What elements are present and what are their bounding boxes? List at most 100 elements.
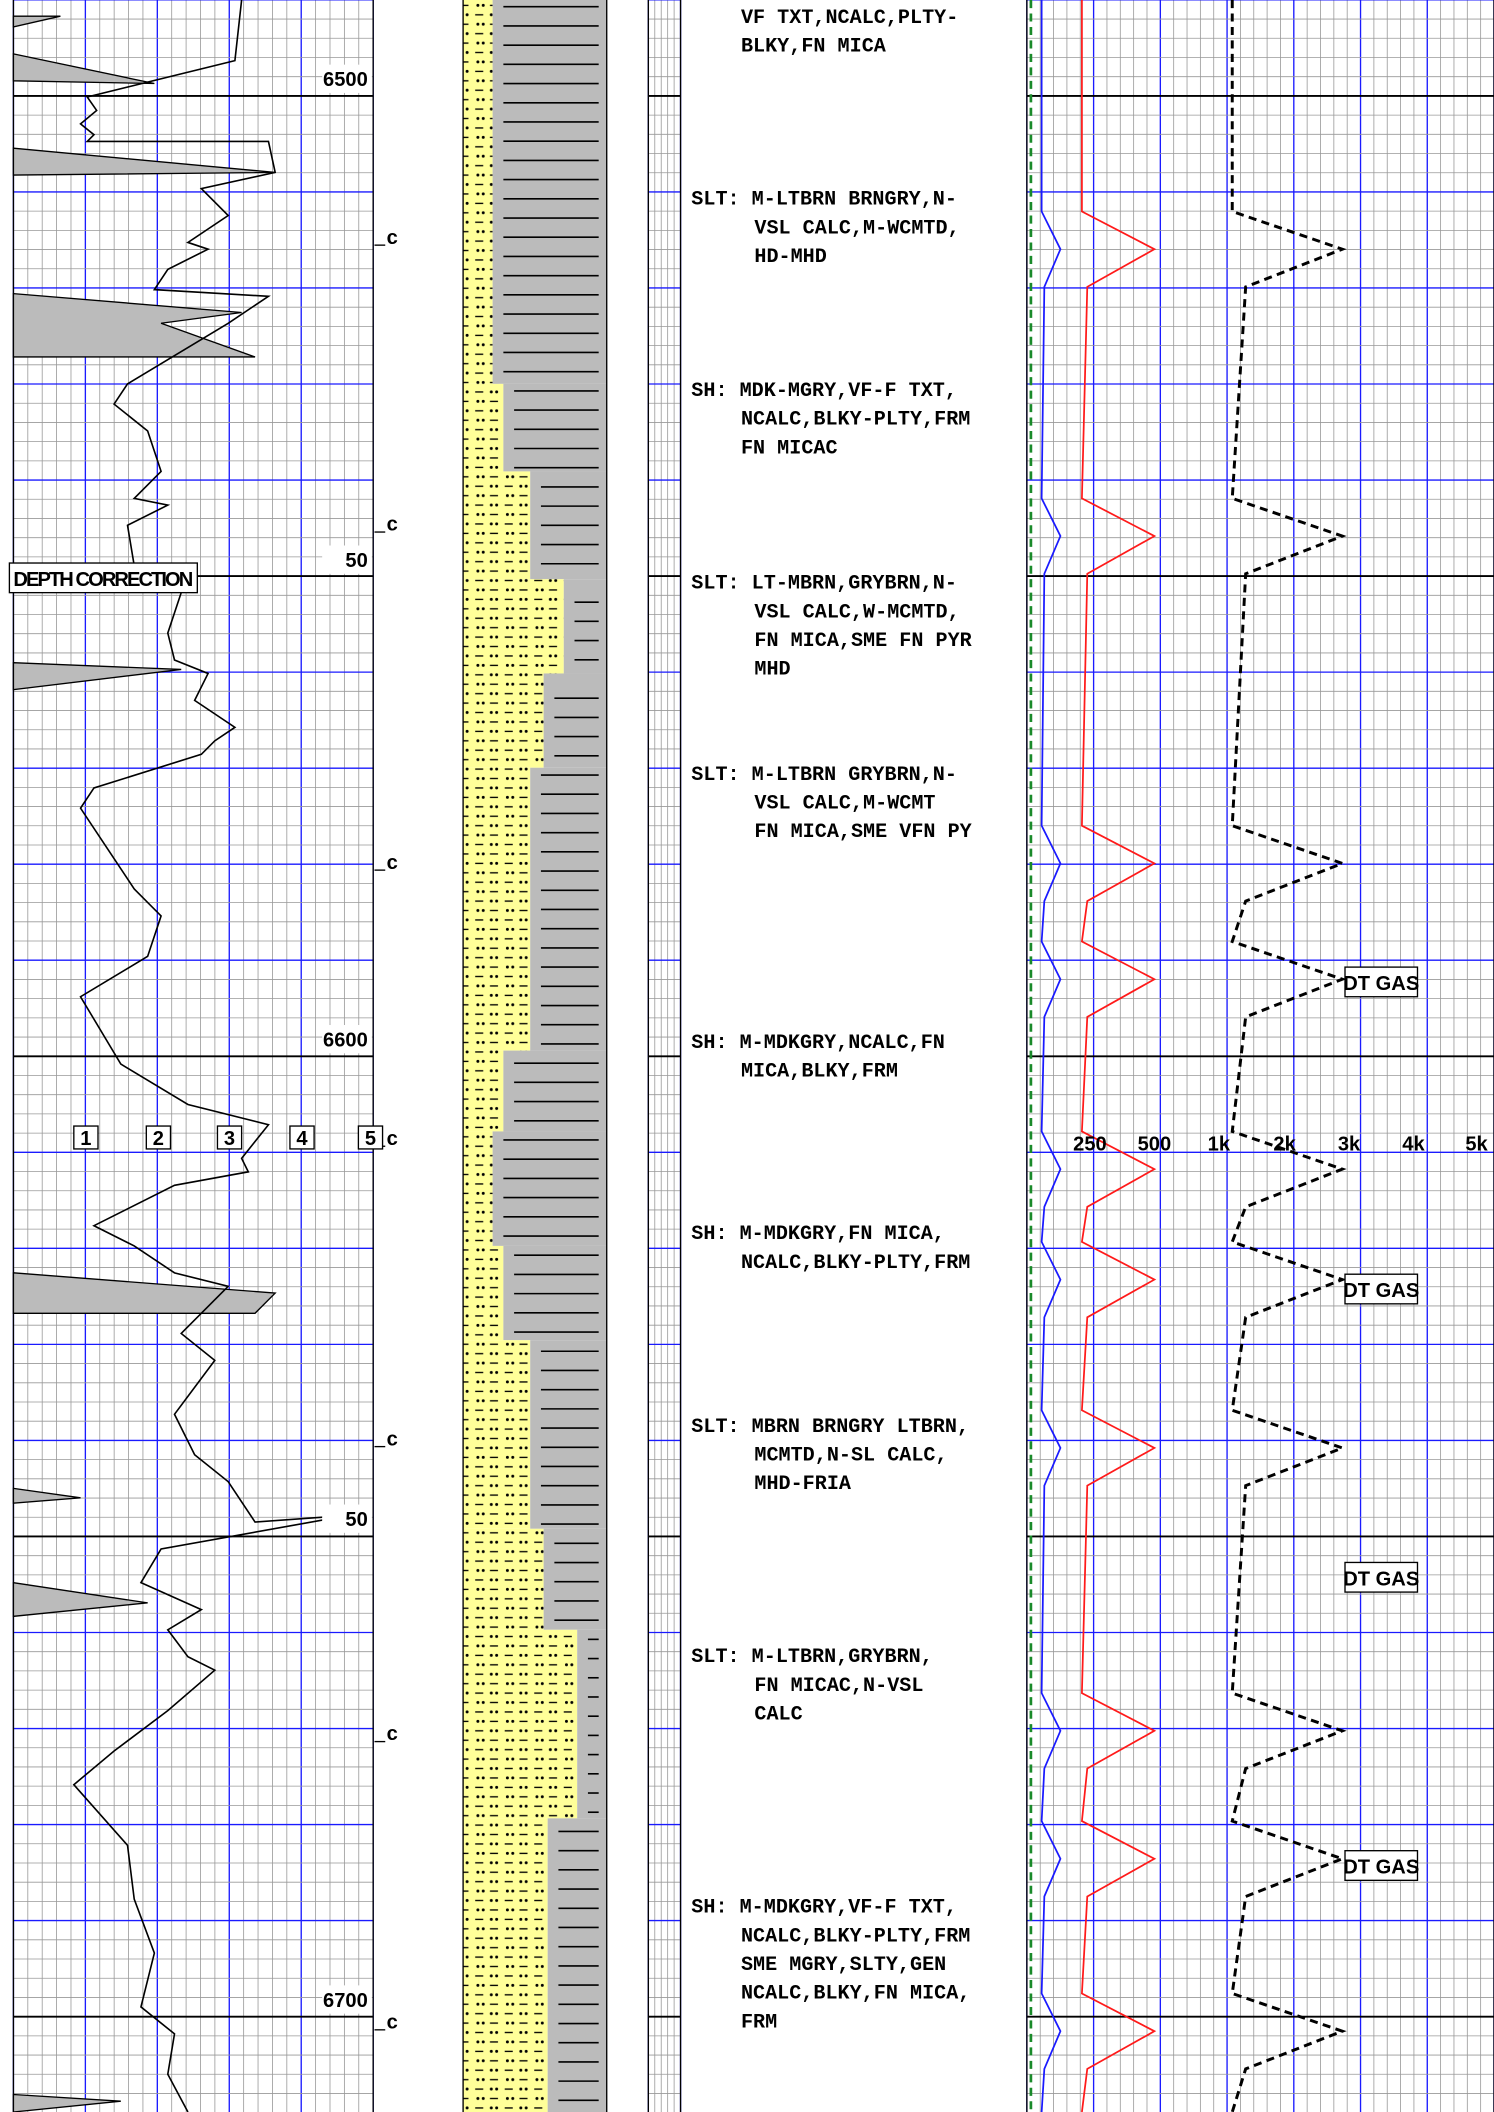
label-box <box>145 1125 172 1150</box>
gas-scale-label: 1k <box>1208 1133 1231 1155</box>
scale-label: 3 <box>224 1128 235 1150</box>
siltstone <box>463 1340 531 1529</box>
blue-curve <box>1040 0 1062 2112</box>
description-line: SH: M-MDKGRY,FN MICA, <box>691 1223 945 1246</box>
label-box <box>322 545 372 574</box>
siltstone <box>463 0 493 384</box>
label-box <box>216 1125 243 1150</box>
depth-label: 6700 <box>323 1990 368 2012</box>
description-line: SLT: MBRN BRNGRY LTBRN, <box>691 1416 969 1439</box>
description-line: NCALC,BLKY-PLTY,FRM <box>741 1925 970 1948</box>
gas-flag: DT GAS <box>1343 973 1419 995</box>
depth-label: 50 <box>345 1509 367 1531</box>
scale-label: 4 <box>296 1128 308 1150</box>
siltstone <box>463 1050 504 1132</box>
gas-flag: DT GAS <box>1343 1568 1419 1590</box>
siltstone <box>463 1528 544 1630</box>
label-box <box>289 1125 315 1150</box>
description-line: VSL CALC,M-WCMTD, <box>754 217 959 240</box>
description-line: SH: M-MDKGRY,NCALC,FN <box>691 1032 945 1055</box>
label-box <box>1344 1273 1419 1305</box>
scale-label: 1 <box>80 1128 91 1150</box>
description-line: FN MICAC <box>741 437 838 460</box>
core-marker: c <box>387 2011 398 2033</box>
description-line: SLT: M-LTBRN BRNGRY,N- <box>691 189 957 212</box>
shale <box>530 1340 607 1529</box>
scale-label: 5 <box>365 1128 376 1150</box>
siltstone <box>463 673 544 768</box>
description-line: VSL CALC,M-WCMT <box>754 793 935 816</box>
shale <box>492 0 607 384</box>
description-line: MHD-FRIA <box>754 1473 852 1496</box>
gas-scale-label: 3k <box>1338 1133 1361 1155</box>
depth-label: 6500 <box>323 69 368 91</box>
gray-fills <box>12 15 277 2112</box>
shale <box>492 1131 607 1246</box>
core-marker: c <box>387 1128 398 1150</box>
description-line: CALC <box>754 1703 802 1726</box>
siltstone <box>463 1131 493 1246</box>
description-line: MHD <box>754 659 790 682</box>
description-line: NCALC,BLKY-PLTY,FRM <box>741 1252 970 1275</box>
description-line: HD-MHD <box>754 246 826 269</box>
siltstone <box>463 1629 578 1819</box>
description-line: SLT: M-LTBRN,GRYBRN, <box>691 1646 933 1669</box>
red-curve <box>1080 0 1157 2112</box>
description-line: SLT: M-LTBRN GRYBRN,N- <box>691 764 957 787</box>
label-box <box>322 1504 372 1533</box>
gas-curve <box>1230 0 1347 2112</box>
shale <box>543 673 607 768</box>
label-box <box>73 1125 99 1150</box>
gas-scale-label: 4k <box>1402 1133 1425 1155</box>
scale-label: 2 <box>153 1128 164 1150</box>
lithology <box>462 0 608 2112</box>
description-line: NCALC,BLKY-PLTY,FRM <box>741 409 970 432</box>
depth-label: 50 <box>345 550 367 572</box>
gas-flag: DT GAS <box>1343 1280 1419 1302</box>
core-marker: c <box>387 514 398 536</box>
gas-scale-label: 250 <box>1073 1133 1107 1155</box>
description-line: SH: M-MDKGRY,VF-F TXT, <box>691 1897 957 1920</box>
track1-curve <box>72 0 350 2112</box>
shale <box>503 1050 607 1132</box>
gas-scale-label: 500 <box>1138 1133 1172 1155</box>
label-box <box>8 562 198 594</box>
shale <box>543 1528 607 1630</box>
description-line: FN MICA,SME VFN PY <box>754 821 972 844</box>
core-marker: c <box>387 227 398 249</box>
shale <box>563 579 607 674</box>
description-line: MCMTD,N-SL CALC, <box>754 1444 947 1467</box>
description-line: SME MGRY,SLTY,GEN <box>741 1954 946 1977</box>
siltstone <box>463 767 531 1051</box>
description-line: MICA,BLKY,FRM <box>741 1061 898 1084</box>
label-box <box>322 64 372 93</box>
label-box <box>322 1025 372 1054</box>
description-line: FRM <box>741 2011 777 2034</box>
description-line: BLKY,FN MICA <box>741 36 887 59</box>
label-box <box>1344 1561 1419 1593</box>
gas-scale-label: 2k <box>1273 1133 1296 1155</box>
siltstone <box>463 1245 504 1341</box>
label-box <box>1344 1850 1419 1881</box>
siltstone <box>463 471 531 580</box>
shale <box>503 383 607 472</box>
grids <box>12 0 1494 2112</box>
siltstone <box>463 383 504 472</box>
siltstone <box>463 1818 548 2112</box>
description-line: VF TXT,NCALC,PLTY- <box>741 7 958 30</box>
gas-scale-label: 5k <box>1465 1133 1488 1155</box>
shale <box>577 1629 607 1819</box>
core-marker: c <box>387 852 398 874</box>
depth-correction: DEPTH CORRECTION <box>13 569 193 591</box>
description-line: SLT: LT-MBRN,GRYBRN,N- <box>691 573 957 596</box>
description-line: FN MICAC,N-VSL <box>754 1675 923 1698</box>
label-box <box>357 1125 384 1150</box>
siltstone <box>463 579 564 674</box>
description-line: SH: MDK-MGRY,VF-F TXT, <box>691 380 957 403</box>
description-line: VSL CALC,W-MCMTD, <box>754 601 959 624</box>
depth-label: 6600 <box>323 1030 368 1052</box>
label-box <box>1344 966 1419 998</box>
curves <box>12 0 1347 2112</box>
